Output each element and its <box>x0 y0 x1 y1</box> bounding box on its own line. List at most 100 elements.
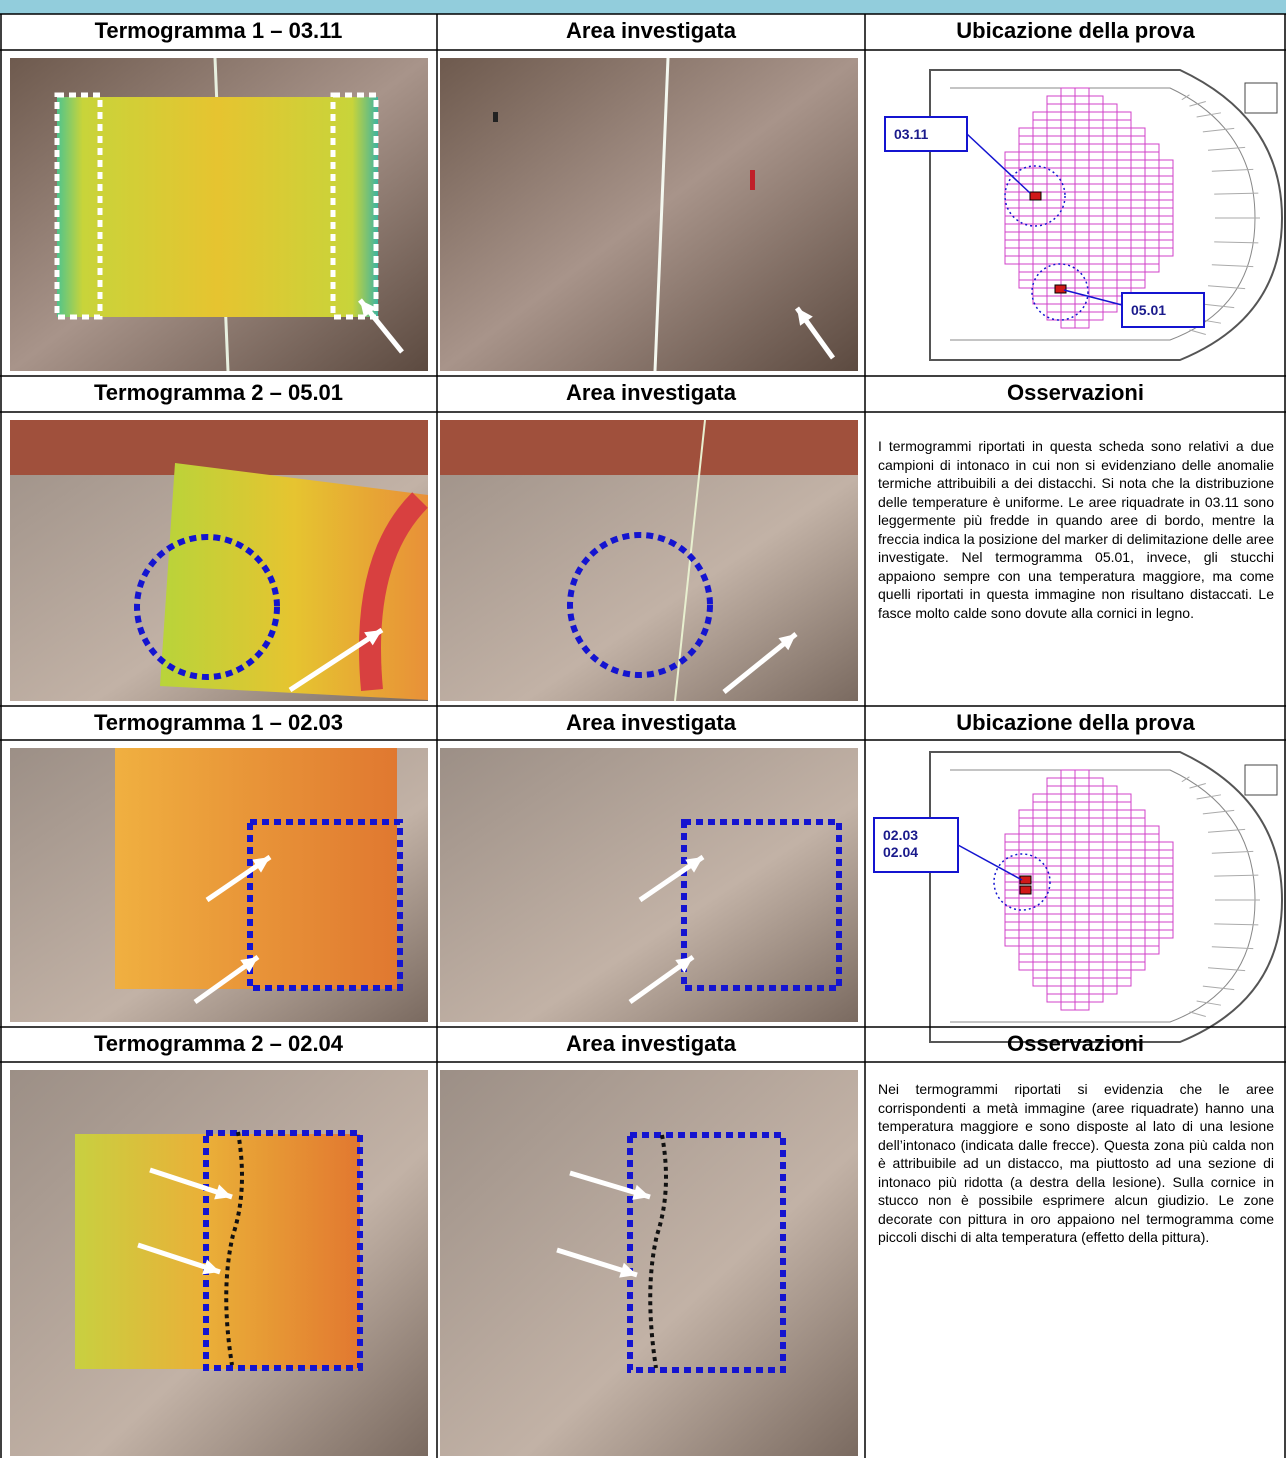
photo <box>440 1070 858 1456</box>
seat-cell <box>1103 954 1117 962</box>
seat-cell <box>1103 978 1117 986</box>
seat-cell <box>1145 914 1159 922</box>
seat-cell <box>1089 834 1103 842</box>
seat-cell <box>1047 954 1061 962</box>
seat-cell <box>1089 216 1103 224</box>
seat-cell <box>1117 802 1131 810</box>
seat-cell <box>1075 922 1089 930</box>
seat-cell <box>1131 962 1145 970</box>
seat-cell <box>1103 240 1117 248</box>
seat-cell <box>1103 160 1117 168</box>
seat-cell <box>1005 882 1019 890</box>
seat-cell <box>1075 914 1089 922</box>
seat-cell <box>1089 970 1103 978</box>
seat-cell <box>1145 826 1159 834</box>
seat-cell <box>1047 970 1061 978</box>
cell-header: Termogramma 1 – 02.03 <box>0 706 437 740</box>
seat-cell <box>1089 994 1103 1002</box>
seat-cell <box>1131 160 1145 168</box>
seat-cell <box>1033 152 1047 160</box>
seat-cell <box>1075 264 1089 272</box>
seat-cell <box>1047 96 1061 104</box>
seat-cell <box>1159 200 1173 208</box>
seat-cell <box>1089 112 1103 120</box>
seat-cell <box>1075 104 1089 112</box>
seat-cell <box>1033 240 1047 248</box>
seat-cell <box>1103 890 1117 898</box>
seat-cell <box>1117 272 1131 280</box>
seat-cell <box>1089 144 1103 152</box>
seat-cell <box>1159 874 1173 882</box>
seat-cell <box>1047 946 1061 954</box>
seat-cell <box>1075 890 1089 898</box>
seat-cell <box>1117 152 1131 160</box>
seat-cell <box>1033 834 1047 842</box>
seat-cell <box>1075 232 1089 240</box>
seat-cell <box>1145 224 1159 232</box>
seat-cell <box>1075 152 1089 160</box>
seat-cell <box>1047 978 1061 986</box>
seat-cell <box>1061 256 1075 264</box>
seat-cell <box>1089 96 1103 104</box>
seat-cell <box>1019 866 1033 874</box>
seat-cell <box>1145 184 1159 192</box>
seat-cell <box>1047 104 1061 112</box>
seat-cell <box>1033 826 1047 834</box>
seat-cell <box>1047 112 1061 120</box>
seat-cell <box>1005 866 1019 874</box>
seat-cell <box>1019 954 1033 962</box>
seat-cell <box>1047 184 1061 192</box>
seat-cell <box>1075 160 1089 168</box>
plan-stair <box>1208 286 1245 289</box>
seat-cell <box>1103 970 1117 978</box>
seat-cell <box>1103 128 1117 136</box>
seat-cell <box>1033 112 1047 120</box>
seat-cell <box>1047 986 1061 994</box>
seat-cell <box>1033 128 1047 136</box>
seat-cell <box>1145 898 1159 906</box>
seat-cell <box>1033 818 1047 826</box>
seat-cell <box>1131 954 1145 962</box>
seat-cell <box>1117 176 1131 184</box>
seat-cell <box>1075 176 1089 184</box>
seat-cell <box>1061 994 1075 1002</box>
cell-header: Ubicazione della prova <box>865 14 1286 50</box>
plan-outline <box>930 70 1282 360</box>
seat-cell <box>1089 794 1103 802</box>
seat-cell <box>1117 874 1131 882</box>
seat-cell <box>1103 906 1117 914</box>
seat-cell <box>1131 264 1145 272</box>
seat-cell <box>1103 192 1117 200</box>
seat-cell <box>1047 906 1061 914</box>
seat-cell <box>1117 946 1131 954</box>
seat-cell <box>1075 858 1089 866</box>
seat-cell <box>1117 136 1131 144</box>
seat-cell <box>1131 208 1145 216</box>
seat-cell <box>1103 272 1117 280</box>
seat-cell <box>1145 216 1159 224</box>
seat-cell <box>1033 954 1047 962</box>
seat-cell <box>1047 200 1061 208</box>
plan-stair <box>1212 169 1253 171</box>
seat-cell <box>1019 280 1033 288</box>
seat-cell <box>1075 136 1089 144</box>
seat-cell <box>1131 128 1145 136</box>
seat-cell <box>1089 890 1103 898</box>
seat-cell <box>1019 248 1033 256</box>
seat-cell <box>1061 770 1075 778</box>
seat-cell <box>1089 842 1103 850</box>
seat-cell <box>1047 296 1061 304</box>
seat-cell <box>1103 842 1117 850</box>
seat-cell <box>1061 1002 1075 1010</box>
seat-cell <box>1075 216 1089 224</box>
seat-cell <box>1089 128 1103 136</box>
cell-header: Area investigata <box>437 376 865 412</box>
seat-cell <box>1019 272 1033 280</box>
seat-cell <box>1019 834 1033 842</box>
seat-cell <box>1061 264 1075 272</box>
seat-cell <box>1131 810 1145 818</box>
seat-cell <box>1075 970 1089 978</box>
seat-cell <box>1047 786 1061 794</box>
seat-cell <box>1089 152 1103 160</box>
seat-cell <box>1061 112 1075 120</box>
